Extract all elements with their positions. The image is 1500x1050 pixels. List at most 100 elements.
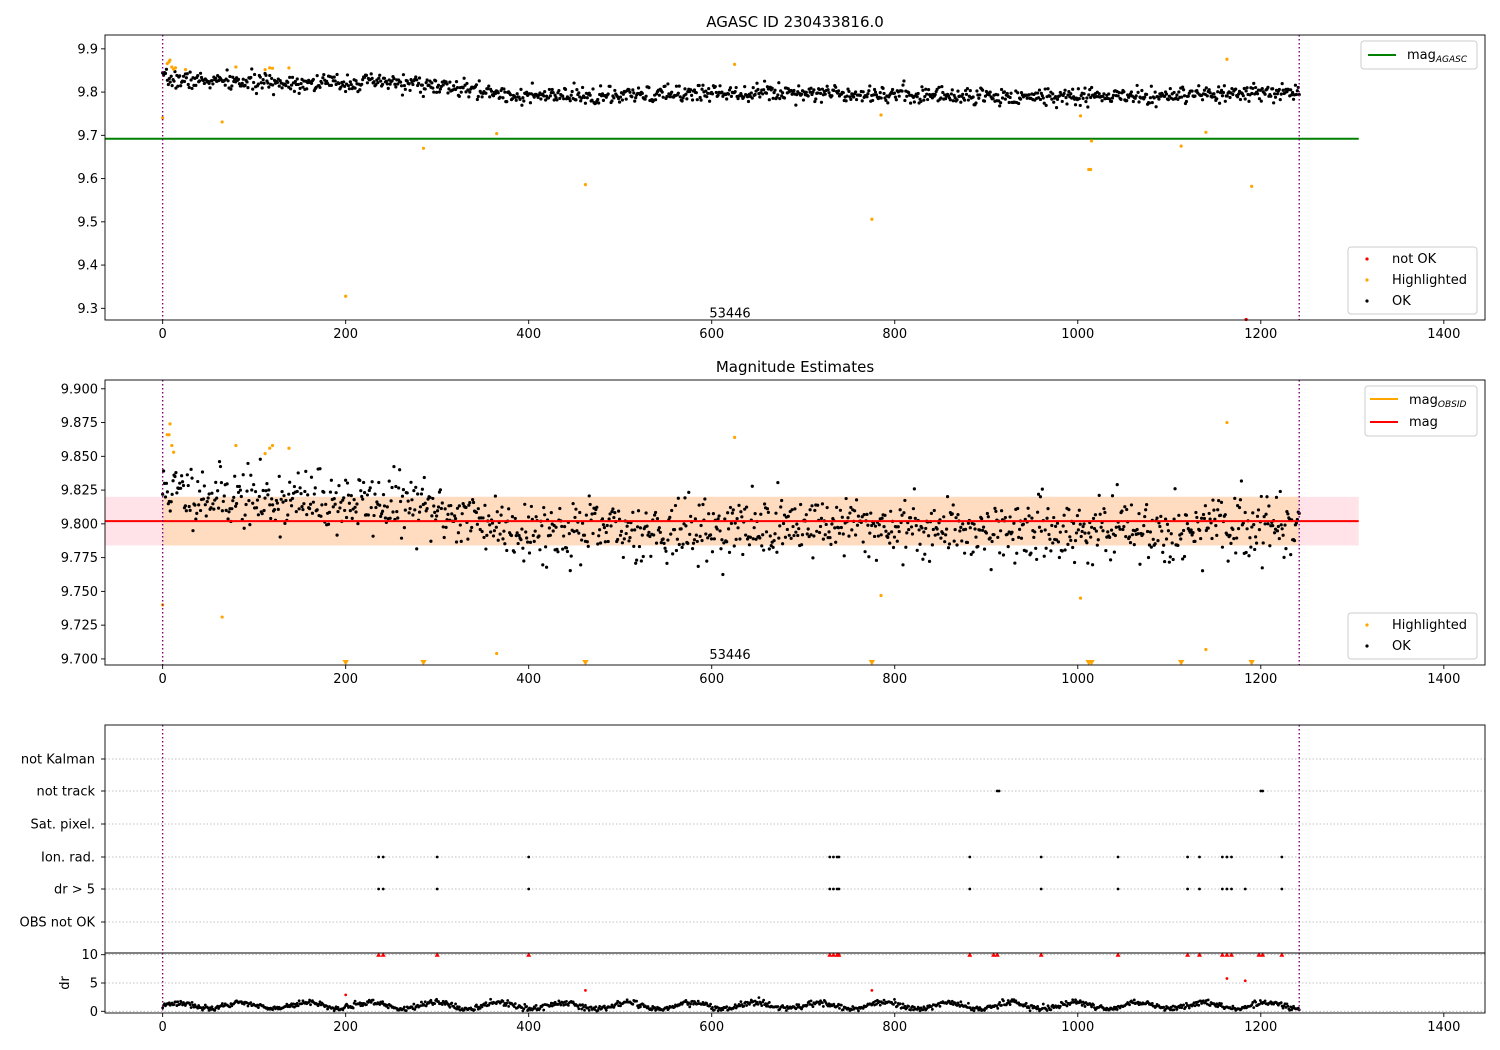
ok-point — [1200, 569, 1205, 573]
ok-point — [1181, 88, 1186, 92]
ok-point — [782, 96, 787, 100]
ok-point — [1107, 92, 1111, 96]
ok-point — [633, 528, 637, 532]
ok-point — [1164, 92, 1169, 96]
ok-point — [653, 510, 658, 515]
ok-point — [699, 523, 703, 528]
ok-point — [631, 88, 635, 92]
ok-point — [911, 507, 916, 511]
ok-point — [512, 550, 516, 554]
ok-point — [921, 557, 925, 561]
ok-point — [994, 509, 998, 513]
ok-point — [866, 92, 870, 96]
ok-point — [1193, 94, 1197, 98]
ok-point — [1130, 533, 1134, 537]
dr-ok-point — [440, 1003, 444, 1006]
dr-ok-point — [972, 1009, 976, 1013]
ok-point — [567, 96, 571, 100]
ok-point — [1018, 97, 1023, 101]
dr-ok-point — [176, 1000, 180, 1004]
ok-point — [939, 96, 943, 100]
ok-point — [586, 544, 590, 548]
ok-point — [705, 559, 709, 563]
ok-point — [1115, 483, 1119, 487]
y-tick-label: 9.9 — [77, 42, 98, 57]
ok-point — [1063, 88, 1067, 92]
ok-point — [534, 515, 538, 519]
dr-ok-point — [404, 1009, 408, 1013]
dr-ok-point — [505, 1001, 509, 1005]
ok-point — [613, 510, 617, 515]
ok-point — [1129, 90, 1134, 94]
ok-point — [1103, 510, 1107, 515]
ok-point — [999, 529, 1003, 533]
ok-point — [1199, 536, 1203, 541]
ok-point — [977, 96, 981, 100]
legend-not-ok-marker — [1365, 257, 1369, 261]
dr-ok-point — [930, 1005, 933, 1008]
ok-point — [368, 486, 372, 490]
ok-point — [1253, 547, 1257, 552]
ok-point — [762, 88, 766, 92]
y-tick-label: 9.8 — [77, 86, 98, 101]
ok-point — [797, 527, 801, 531]
ok-point — [526, 540, 530, 544]
ok-point — [1219, 88, 1224, 93]
ok-point — [645, 524, 649, 528]
ok-point — [577, 91, 581, 95]
ok-point — [1284, 547, 1288, 551]
ok-point — [1087, 93, 1091, 97]
ok-point — [923, 94, 927, 99]
ok-point — [597, 534, 601, 538]
ok-point — [1012, 521, 1016, 525]
dr-ok-point — [504, 1004, 508, 1007]
ok-point — [799, 543, 804, 547]
ok-point — [770, 86, 774, 90]
ok-point — [722, 541, 726, 545]
ok-point — [716, 93, 720, 97]
ok-point — [686, 541, 690, 545]
ok-point — [1179, 537, 1183, 541]
ok-point — [543, 90, 547, 94]
ok-point — [287, 492, 291, 496]
ok-point — [502, 87, 506, 91]
ok-point — [849, 97, 853, 101]
ok-point — [198, 489, 202, 493]
ok-point — [303, 489, 307, 494]
ok-point — [342, 496, 346, 500]
dr-ok-point — [534, 1004, 538, 1007]
ok-point — [944, 533, 948, 537]
ok-point — [295, 489, 299, 494]
ok-point — [496, 538, 500, 542]
ok-point — [456, 531, 461, 535]
ok-point — [1230, 86, 1234, 91]
ok-point — [779, 505, 783, 509]
ok-point — [578, 510, 582, 515]
ok-point — [914, 523, 918, 528]
ok-point — [823, 92, 827, 96]
ok-point — [186, 483, 190, 488]
ok-point — [1202, 88, 1207, 92]
ok-point — [1102, 92, 1106, 96]
ok-point — [349, 494, 353, 498]
ok-point — [628, 90, 632, 94]
ok-point — [789, 536, 793, 540]
ok-point — [582, 95, 587, 100]
ok-point — [403, 508, 407, 512]
highlighted-point — [1088, 167, 1093, 172]
ok-point — [1155, 516, 1159, 520]
ok-point — [1254, 535, 1258, 539]
ok-point — [465, 81, 469, 86]
ok-point — [294, 510, 298, 514]
ok-point — [1236, 503, 1240, 508]
ok-point — [470, 525, 474, 530]
ok-point — [1066, 542, 1070, 546]
ok-point — [819, 516, 824, 521]
ok-point — [322, 490, 326, 494]
ok-point — [282, 494, 286, 498]
ok-point — [861, 540, 865, 544]
ok-point — [466, 88, 470, 92]
flag-point — [1261, 789, 1265, 793]
ok-point — [755, 81, 759, 85]
